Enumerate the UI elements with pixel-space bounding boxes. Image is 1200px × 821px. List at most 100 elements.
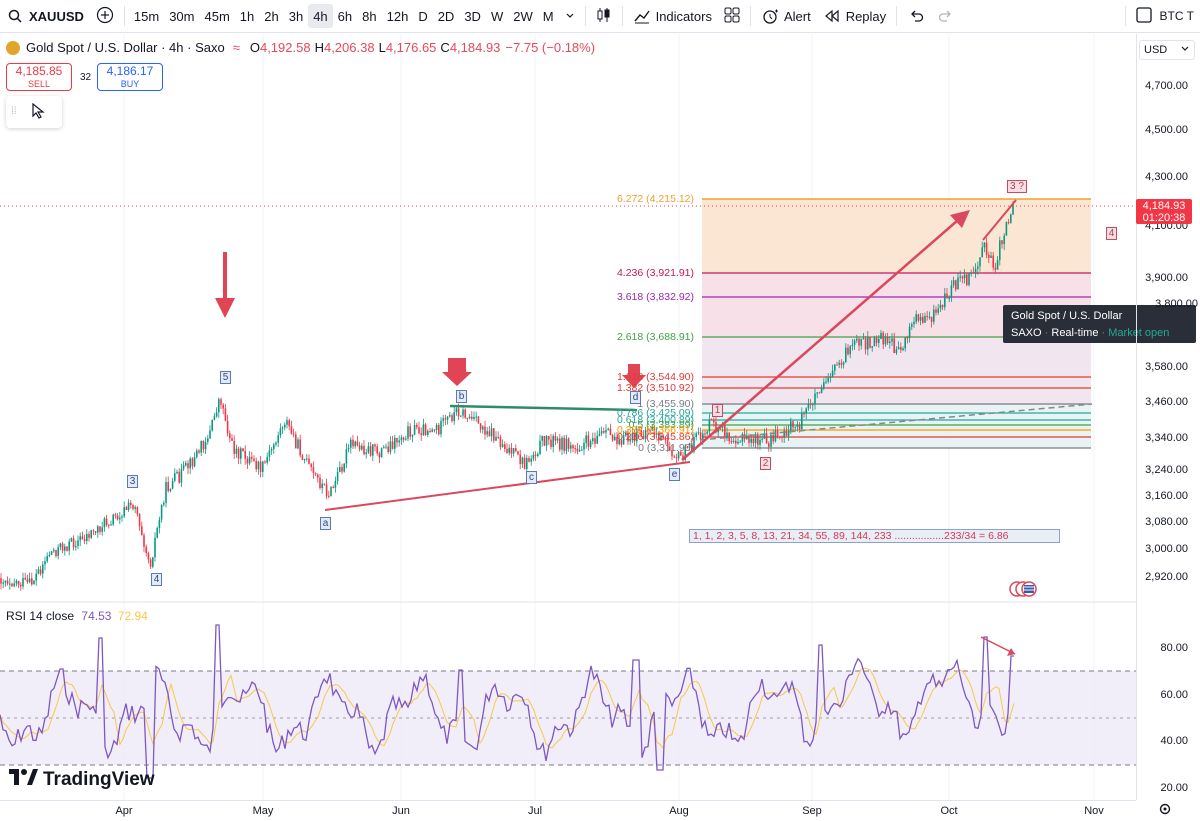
layouts-button[interactable] [718,0,746,33]
timeframe-2h[interactable]: 2h [264,8,279,24]
timeframe-m[interactable]: M [542,8,554,24]
tradingview-logo[interactable]: TradingView [8,768,155,792]
candle-body [565,438,568,451]
right-symbol-label: BTC T [1159,9,1194,23]
candle-body [576,448,579,452]
candle-body [361,445,363,450]
candle-body [917,314,920,321]
chart-type-button[interactable] [590,0,618,33]
timeframe-1h[interactable]: 1h [239,8,255,24]
price-candles [0,200,1014,591]
chart-settings-button[interactable] [1158,802,1172,819]
alert-button[interactable]: Alert [755,0,817,33]
candle-body [891,338,893,342]
candle-body [237,448,240,459]
currency-selector[interactable]: USD [1139,40,1195,60]
candle-body [655,432,658,435]
price-axis[interactable]: 4,700.00 4,500.00 4,300.00 4,100.00 3,900.00… [1136,34,1200,800]
timeframe-3d[interactable]: 3D [464,8,481,24]
candle-body [132,505,134,509]
candle-body [286,420,288,425]
projection-arrow-line[interactable] [681,213,966,461]
gold-symbol-icon [6,40,20,55]
candle-body [411,434,414,437]
candle-body [563,437,565,451]
gear-icon [1158,803,1172,819]
drag-handle-icon[interactable]: ⁞⁞ [11,106,17,117]
search-icon [6,7,24,25]
candle-body [341,466,343,472]
projection-arrow-head [950,210,970,228]
candle-body [838,362,840,365]
resistance-trendline[interactable] [449,404,638,412]
candle-body [167,482,169,492]
candle-body [482,426,484,430]
candle-body [332,487,334,489]
compare-button[interactable] [90,0,120,33]
replay-button[interactable]: Replay [817,0,892,33]
buy-button[interactable]: 4,186.17 BUY [97,63,163,91]
timeframe-12h[interactable]: 12h [386,8,409,24]
rsi-divergence-line[interactable] [980,636,1016,655]
sell-button[interactable]: 4,185.85 SELL [6,63,72,91]
settings-wave-icon[interactable]: ≈ [232,40,240,55]
dashed-trendline[interactable] [699,403,1093,441]
candle-body [941,304,944,308]
candle-body [174,473,176,481]
toolbar-divider [584,6,586,26]
candle-body [882,332,884,345]
timeframe-d[interactable]: D [418,8,428,24]
timeframe-dropdown[interactable] [559,0,581,33]
timeframe-2d[interactable]: 2D [437,8,455,24]
timeframe-30m[interactable]: 30m [169,8,195,24]
toolbar-divider [621,6,623,26]
timeframe-45m[interactable]: 45m [204,8,230,24]
candle-body [647,430,649,432]
candle-body [420,433,422,436]
rsi-legend[interactable]: RSI 14 close 74.53 72.94 [6,609,148,623]
candle-body [475,416,477,418]
candle-body [224,408,227,421]
timeframe-4h[interactable]: 4h [308,4,333,28]
support-trendline[interactable] [324,461,691,511]
candle-body [301,455,304,460]
symbol-tooltip: Gold Spot / U.S. Dollar SAXO · Real-time… [1003,305,1196,343]
candle-body [358,445,361,450]
timeframe-3h[interactable]: 3h [288,8,304,24]
candle-body [867,336,869,350]
timeframe-15m[interactable]: 15m [133,8,160,24]
timeframe-w[interactable]: W [490,8,504,24]
redo-button[interactable] [931,0,961,33]
candle-body [860,338,862,346]
fib-level-label: 2.618 (3,688.91) [616,331,694,343]
cursor-arrow-icon[interactable] [31,102,45,122]
candle-body [625,432,627,436]
candle-body [966,274,968,286]
watchlist-toggle[interactable]: BTC T [1130,0,1200,33]
candle-body [270,449,273,451]
candle-body [68,541,70,551]
timeframe-6h[interactable]: 6h [337,8,353,24]
us-events-icon[interactable] [1008,581,1038,597]
rsi-ma-value: 72.94 [117,609,148,623]
candle-body [629,440,631,442]
candle-body [801,413,803,430]
candle-body [919,316,922,321]
candle-body [979,257,981,267]
timeframe-8h[interactable]: 8h [362,8,377,24]
candle-body [376,446,378,454]
candle-body [464,409,466,418]
symbol-search[interactable]: XAUUSD [0,0,90,33]
candle-body [123,507,125,517]
time-axis[interactable]: Apr May Jun Jul Aug Sep Oct Nov [0,800,1136,821]
price-tick-label: 3,460.00 [1145,396,1188,408]
candle-body [886,336,889,344]
candle-body [607,428,609,430]
candle-body [413,424,416,435]
timeframe-2w[interactable]: 2W [513,8,533,24]
undo-button[interactable] [901,0,931,33]
candle-body [182,465,185,470]
indicators-button[interactable]: Indicators [627,0,718,33]
